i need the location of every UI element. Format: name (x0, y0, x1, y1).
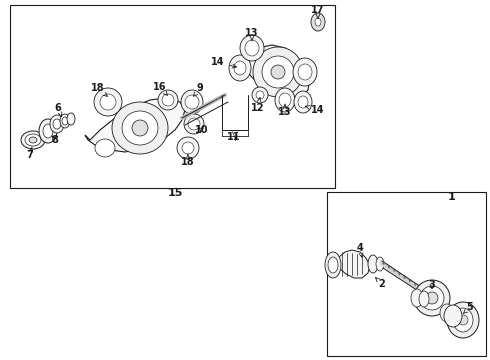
Text: 13: 13 (245, 28, 259, 41)
Polygon shape (242, 45, 310, 100)
Ellipse shape (240, 35, 264, 61)
Text: 10: 10 (195, 125, 209, 135)
Ellipse shape (185, 95, 199, 109)
Ellipse shape (158, 90, 178, 110)
Ellipse shape (29, 137, 37, 143)
Text: 5: 5 (464, 302, 473, 314)
Ellipse shape (50, 115, 64, 133)
Ellipse shape (419, 291, 429, 307)
Ellipse shape (294, 91, 312, 113)
Text: 14: 14 (306, 105, 325, 115)
Ellipse shape (60, 114, 70, 128)
Ellipse shape (414, 280, 450, 316)
Ellipse shape (453, 308, 473, 332)
Ellipse shape (426, 292, 438, 304)
Ellipse shape (21, 131, 45, 149)
Ellipse shape (39, 119, 57, 143)
Bar (327, 192, 486, 356)
Ellipse shape (444, 305, 462, 327)
Ellipse shape (181, 90, 203, 114)
Text: 18: 18 (181, 154, 195, 167)
Ellipse shape (271, 65, 285, 79)
Ellipse shape (229, 55, 251, 81)
Ellipse shape (315, 18, 321, 26)
Ellipse shape (184, 114, 204, 134)
Text: 7: 7 (26, 147, 33, 160)
Bar (10, 5, 335, 188)
Ellipse shape (245, 40, 259, 56)
Ellipse shape (325, 252, 341, 278)
Ellipse shape (293, 58, 317, 86)
Ellipse shape (100, 94, 116, 110)
Ellipse shape (298, 64, 312, 80)
Text: 1: 1 (448, 192, 456, 202)
Ellipse shape (275, 88, 295, 112)
Ellipse shape (62, 117, 68, 125)
Text: 4: 4 (357, 243, 364, 257)
Text: 9: 9 (194, 83, 203, 96)
Ellipse shape (311, 13, 325, 31)
Ellipse shape (67, 113, 75, 125)
Ellipse shape (256, 91, 264, 99)
Text: 17: 17 (311, 5, 325, 18)
Ellipse shape (112, 102, 168, 154)
Text: 11: 11 (227, 132, 241, 142)
Ellipse shape (53, 119, 61, 129)
Ellipse shape (298, 96, 308, 108)
Text: 2: 2 (375, 278, 385, 289)
Ellipse shape (234, 61, 246, 75)
Ellipse shape (122, 111, 158, 145)
Ellipse shape (94, 88, 122, 116)
Text: 18: 18 (91, 83, 107, 96)
Text: 13: 13 (278, 104, 292, 117)
Ellipse shape (279, 93, 291, 107)
Ellipse shape (25, 134, 41, 146)
Text: 3: 3 (429, 280, 436, 290)
Text: 12: 12 (251, 98, 265, 113)
Text: 15: 15 (167, 188, 183, 198)
Ellipse shape (447, 302, 479, 338)
Ellipse shape (132, 120, 148, 136)
Text: 16: 16 (153, 82, 168, 95)
Ellipse shape (95, 139, 115, 157)
Ellipse shape (376, 257, 384, 271)
Ellipse shape (252, 87, 268, 103)
Ellipse shape (43, 124, 53, 138)
Ellipse shape (253, 47, 303, 97)
Ellipse shape (182, 142, 194, 154)
Ellipse shape (458, 315, 468, 325)
Ellipse shape (440, 304, 454, 322)
Ellipse shape (328, 257, 338, 273)
Ellipse shape (411, 289, 423, 307)
Ellipse shape (262, 56, 294, 88)
Text: 8: 8 (51, 135, 58, 145)
Ellipse shape (420, 286, 444, 310)
Ellipse shape (368, 255, 378, 273)
Text: 6: 6 (54, 103, 62, 116)
Ellipse shape (188, 118, 200, 130)
Polygon shape (337, 250, 370, 278)
Polygon shape (85, 98, 185, 152)
Ellipse shape (162, 94, 174, 106)
Text: 14: 14 (211, 57, 236, 68)
Ellipse shape (177, 137, 199, 159)
Ellipse shape (450, 310, 460, 324)
